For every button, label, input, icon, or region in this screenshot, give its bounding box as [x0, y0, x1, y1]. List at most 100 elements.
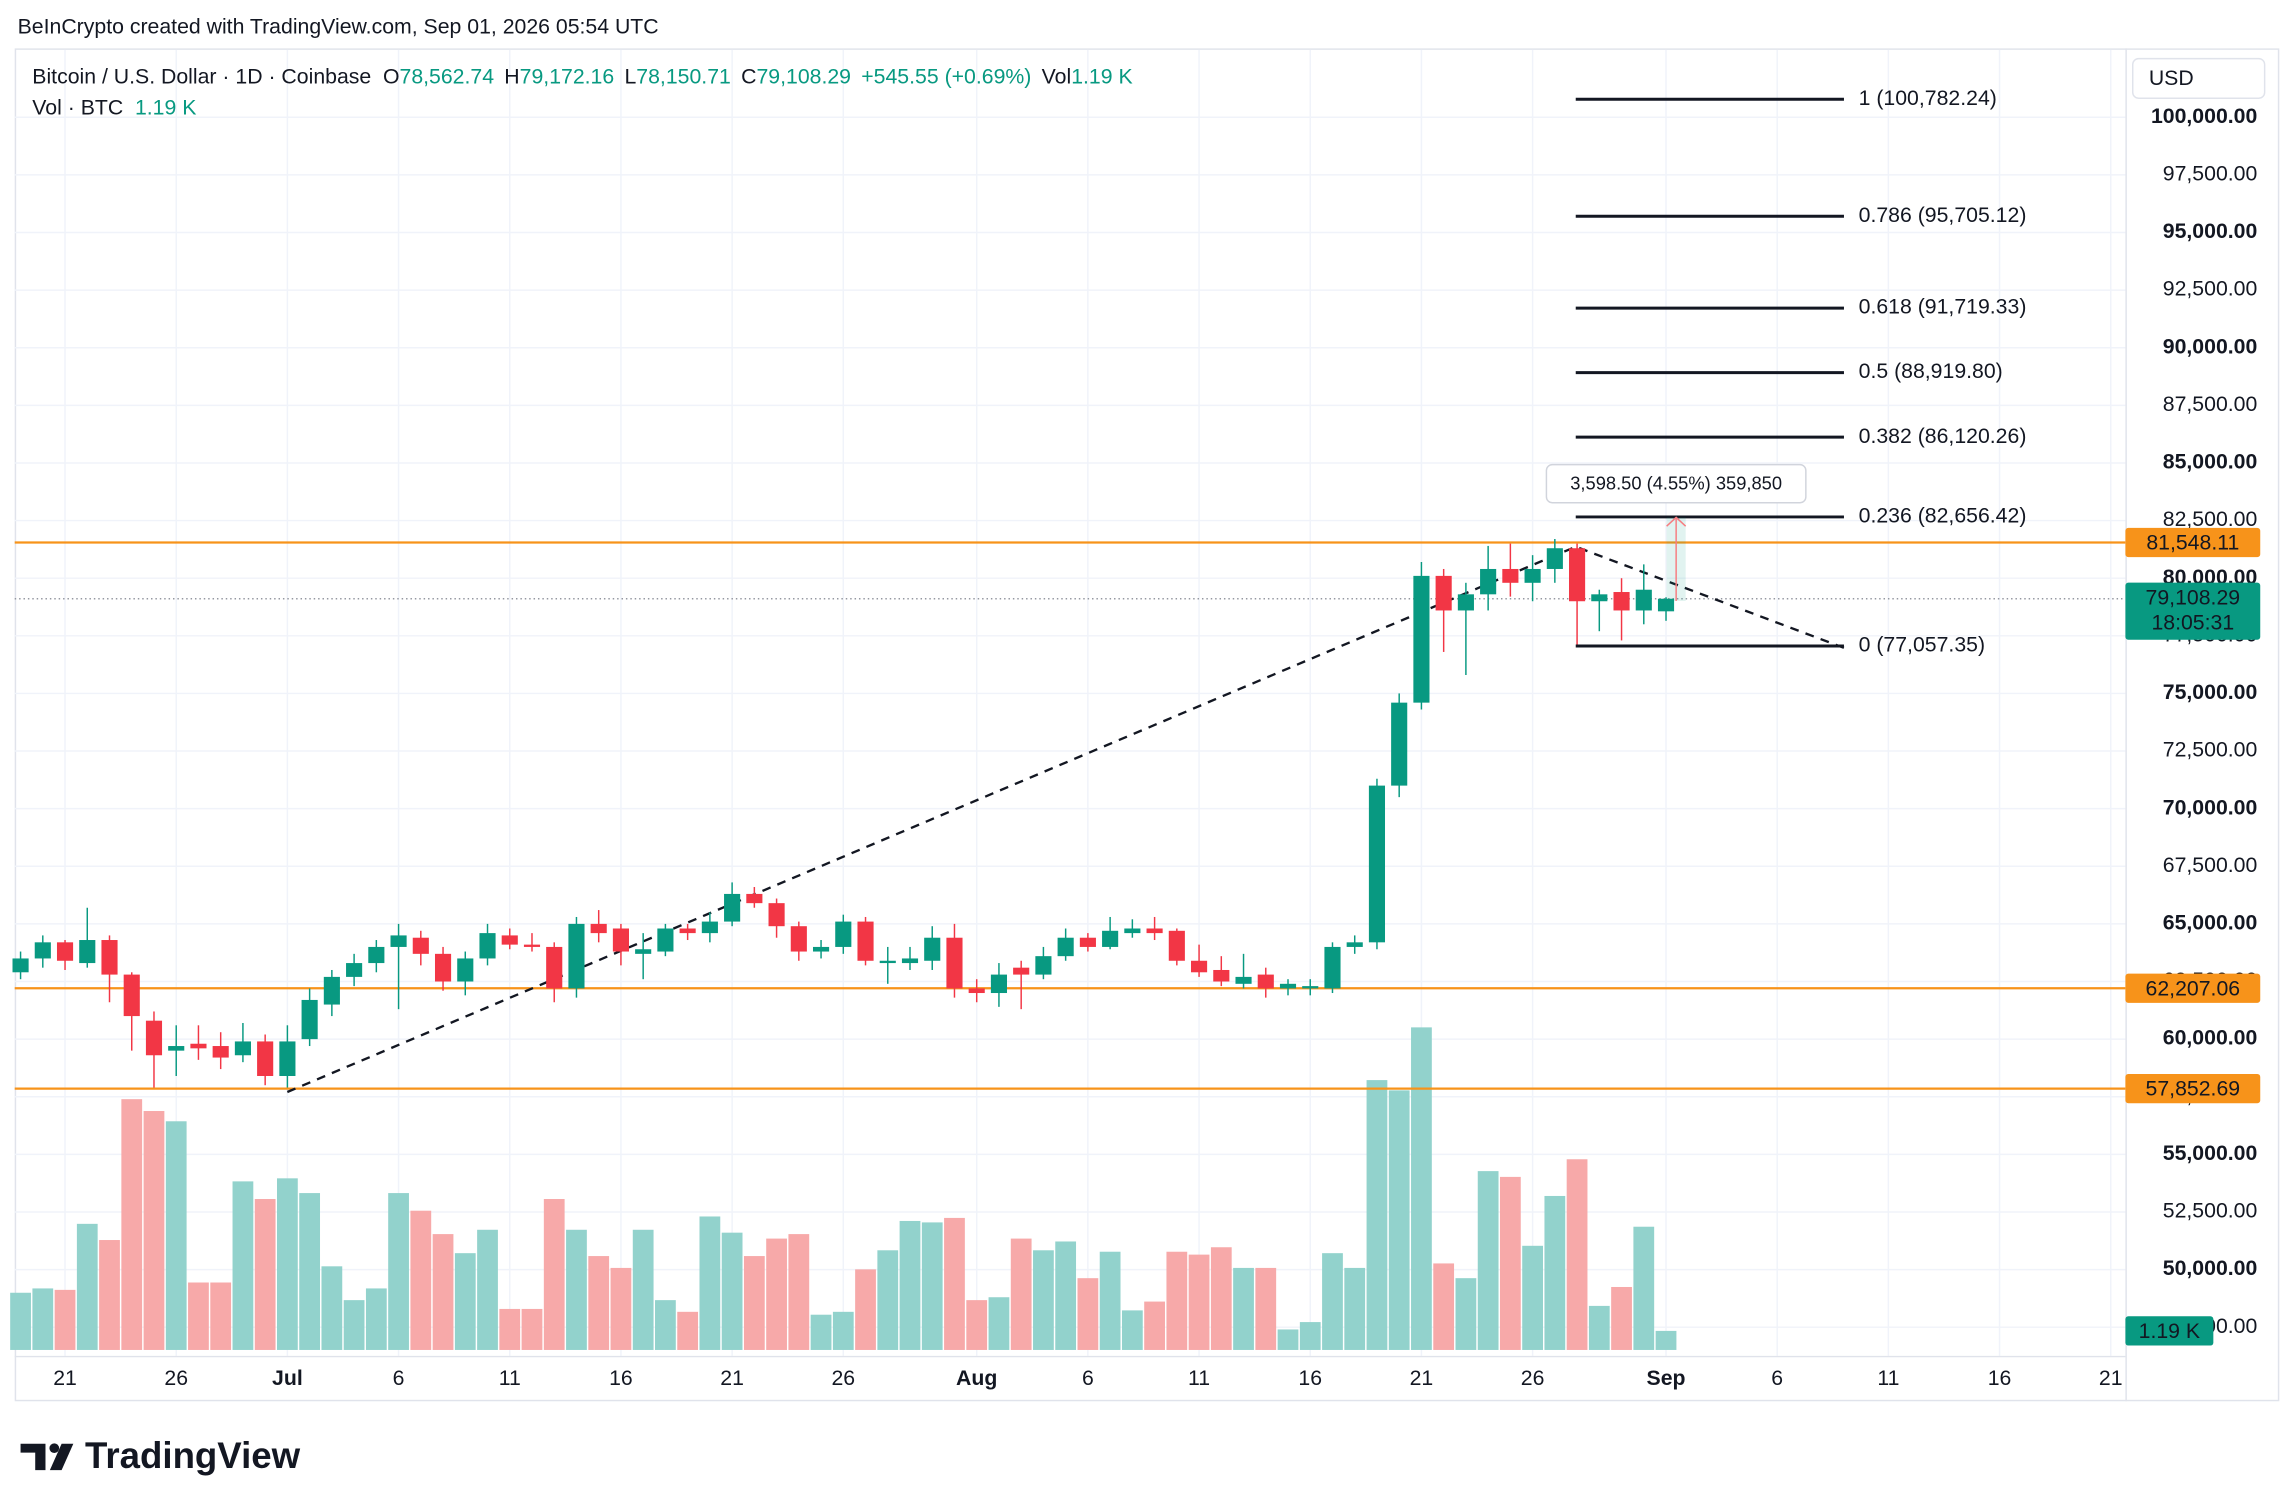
volume-label: 1.19 K: [2139, 1319, 2200, 1343]
volume-bar: [32, 1288, 54, 1350]
candle-body: [724, 893, 741, 922]
logo-shape: [20, 1443, 46, 1471]
volume-bar: [277, 1178, 298, 1350]
header: BeInCrypto created with TradingView.com,…: [18, 14, 659, 38]
candle-body: [879, 960, 896, 964]
volume-bar: [610, 1267, 632, 1350]
volume-bar: [832, 1311, 854, 1350]
volume-bar: [410, 1210, 432, 1350]
candle-body: [990, 974, 1008, 994]
legend-value: 1.19 K: [135, 95, 196, 119]
volume-bar: [1277, 1329, 1299, 1350]
logo-shape: [49, 1443, 60, 1454]
candle-body: [301, 999, 318, 1040]
level-label: 62,207.06: [2146, 976, 2241, 1000]
volume-bar: [1077, 1278, 1099, 1350]
x-tick-label: 26: [164, 1366, 188, 1390]
y-tick-label: 95,000.00: [2163, 219, 2258, 243]
y-tick-label: 72,500.00: [2163, 738, 2258, 762]
candle-body: [546, 946, 563, 989]
candle-body: [123, 974, 140, 1017]
volume-bar: [10, 1292, 31, 1350]
volume-bar: [543, 1199, 565, 1350]
volume-bar: [1144, 1301, 1165, 1350]
y-tick-label: 70,000.00: [2163, 795, 2258, 819]
x-tick-label: 6: [393, 1366, 405, 1390]
x-tick-label: 21: [53, 1366, 77, 1390]
candle-body: [1569, 548, 1586, 602]
y-tick-label: 90,000.00: [2163, 334, 2258, 358]
candle-body: [1124, 928, 1141, 934]
volume-bar: [1322, 1253, 1343, 1350]
candle-body: [1279, 983, 1297, 989]
candle-body: [501, 935, 518, 945]
candle-body: [1613, 592, 1630, 611]
volume-bar: [254, 1199, 276, 1350]
volume-bar: [54, 1289, 76, 1350]
volume-bar: [1055, 1241, 1077, 1350]
y-tick-label: 92,500.00: [2163, 277, 2258, 301]
level-badge: [2125, 1073, 2261, 1104]
x-tick-label: 26: [831, 1366, 855, 1390]
y-tick-label: 87,500.00: [2163, 392, 2258, 416]
fib-label: 0.382 (86,120.26): [1859, 424, 2027, 448]
candle-body: [101, 940, 118, 975]
logo-icon: [20, 1443, 74, 1471]
candle-body: [857, 921, 874, 961]
volume-bar: [1233, 1267, 1254, 1350]
volume-bar: [588, 1256, 610, 1350]
volume-bar: [188, 1282, 209, 1350]
volume-bar: [721, 1232, 743, 1350]
annotations: 1 (100,782.24) 0.786 (95,705.12) 0.618 (91…: [1545, 86, 2027, 657]
currency-box: [2131, 57, 2266, 99]
volume-bar: [1655, 1330, 1677, 1350]
volume-bar: [454, 1253, 476, 1350]
logo-text: TradingView: [85, 1435, 301, 1476]
volume-bar: [1388, 1090, 1410, 1350]
volume-bar: [521, 1308, 543, 1350]
y-tick-label: 82,500.00: [2163, 507, 2258, 531]
candle-body: [346, 963, 363, 977]
volume-bar: [321, 1266, 343, 1350]
volume-pane: [10, 1027, 1677, 1350]
volume-bar: [1366, 1080, 1388, 1350]
candle-body: [635, 949, 652, 954]
volume-bar: [1099, 1251, 1121, 1350]
candle-body: [79, 940, 96, 964]
candle-body: [1480, 568, 1497, 595]
y-tick-label: 55,000.00: [2163, 1141, 2258, 1165]
y-tick-label: 75,000.00: [2163, 680, 2258, 704]
candle-body: [234, 1041, 251, 1056]
volume-bar: [632, 1229, 654, 1350]
volume-bar: [1166, 1251, 1188, 1350]
x-tick-label: 16: [1988, 1366, 2012, 1390]
candle-body: [145, 1020, 163, 1056]
candle-body: [368, 946, 385, 964]
fib-label: 0.236 (82,656.42): [1859, 504, 2027, 528]
candle-body: [168, 1046, 185, 1051]
volume-bar: [477, 1229, 498, 1350]
level-lines: [14, 541, 2126, 1090]
legend-key: Vol: [1042, 64, 1072, 88]
legend-value: 79,172.16: [520, 64, 615, 88]
chart-frame: [14, 48, 2280, 1402]
candle-body: [812, 946, 830, 952]
volume-bar: [743, 1256, 765, 1350]
x-tick-label: Aug: [956, 1366, 997, 1390]
logo-shape: [49, 1443, 74, 1471]
candle-body: [568, 923, 585, 989]
volume-bar: [810, 1314, 832, 1350]
candle-body: [1591, 594, 1608, 602]
candle-body: [590, 923, 607, 934]
volume-bar: [1522, 1245, 1543, 1350]
y-tick-label: 85,000.00: [2163, 450, 2258, 474]
candle-body: [1502, 568, 1519, 583]
candle-body: [390, 935, 407, 947]
fib-label: 1 (100,782.24): [1859, 86, 1997, 110]
level-label: 81,548.11: [2146, 531, 2239, 555]
candle-body: [1146, 928, 1163, 934]
volume-bar: [877, 1250, 899, 1350]
candle-body: [212, 1046, 229, 1058]
legend-volume: Vol · BTC 1.19 K: [32, 95, 196, 119]
candle-body: [523, 944, 541, 947]
